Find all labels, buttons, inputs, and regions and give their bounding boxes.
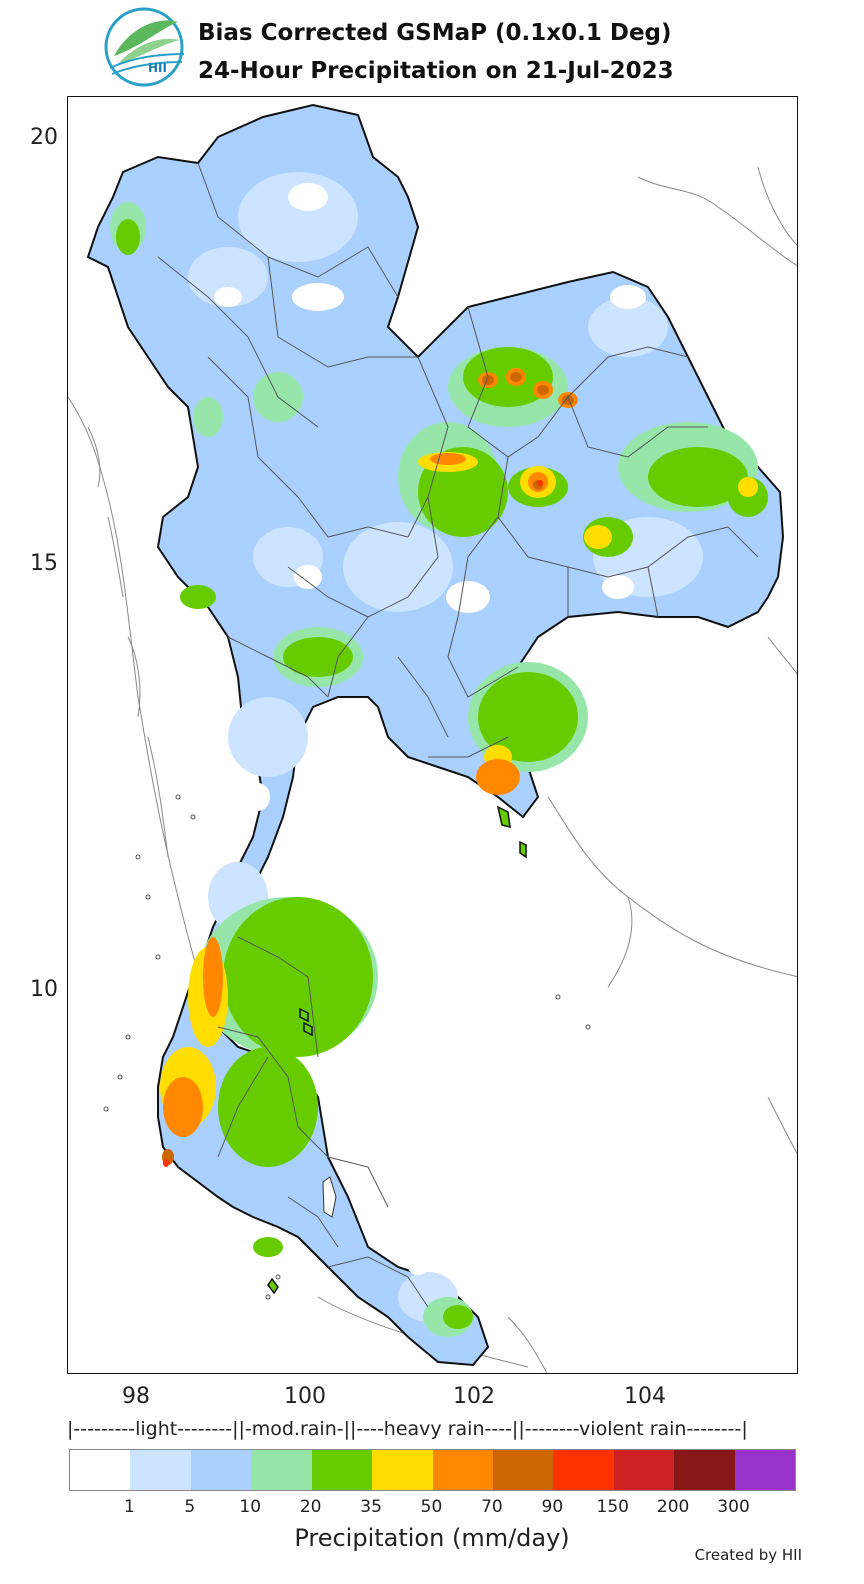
colorbar-tick-label: 90 — [541, 1497, 564, 1517]
colorbar-tick-label: 50 — [420, 1497, 443, 1517]
chart-title: Bias Corrected GSMaP (0.1x0.1 Deg) 24-Ho… — [198, 14, 674, 90]
x-tick-100: 100 — [284, 1384, 326, 1409]
rain-70-90 — [162, 372, 574, 1165]
colorbar — [69, 1449, 796, 1491]
islands — [103, 794, 591, 1300]
colorbar-label: Precipitation (mm/day) — [294, 1524, 570, 1552]
gulf-islands — [267, 805, 527, 1295]
colorbar-tick-label: 20 — [299, 1497, 322, 1517]
legend-category-strip: |---------light--------||-mod.rain-||---… — [67, 1418, 748, 1440]
thailand-landmass — [86, 103, 785, 1367]
colorbar-tick-label: 5 — [184, 1497, 196, 1517]
colorbar-segment-1 — [130, 1450, 191, 1490]
y-tick-20: 20 — [30, 125, 58, 150]
colorbar-segment-11 — [734, 1450, 796, 1490]
rain-50-70 — [163, 368, 578, 1137]
colorbar-tick-label: 150 — [596, 1497, 629, 1517]
y-tick-10: 10 — [30, 977, 58, 1002]
colorbar-segment-9 — [613, 1450, 675, 1490]
colorbar-segment-8 — [553, 1450, 614, 1490]
rain-0-1 — [214, 183, 646, 1275]
x-tick-98: 98 — [122, 1384, 150, 1409]
colorbar-tick-label: 300 — [717, 1497, 750, 1517]
colorbar-segment-2 — [190, 1450, 252, 1490]
precipitation-map — [67, 96, 798, 1374]
colorbar-tick-label: 10 — [239, 1497, 262, 1517]
colorbar-segment-10 — [674, 1450, 735, 1490]
colorbar-segment-5 — [372, 1450, 433, 1490]
hii-logo: HII — [100, 6, 190, 88]
colorbar-segment-0 — [70, 1450, 131, 1490]
colorbar-tick-label: 35 — [360, 1497, 382, 1517]
colorbar-segment-3 — [251, 1450, 312, 1490]
logo-text: HII — [148, 61, 167, 75]
colorbar-tick-label: 1 — [123, 1497, 135, 1517]
title-line-2: 24-Hour Precipitation on 21-Jul-2023 — [198, 58, 674, 84]
songkhla-lake — [322, 1176, 337, 1218]
colorbar-segment-7 — [492, 1450, 554, 1490]
province-borders — [157, 162, 759, 1308]
colorbar-segment-4 — [311, 1450, 373, 1490]
colorbar-tick-label: 200 — [656, 1497, 690, 1517]
credit-text: Created by HII — [694, 1546, 802, 1564]
colorbar-tick-label: 70 — [481, 1497, 503, 1517]
colorbar-segment-6 — [432, 1450, 493, 1490]
title-line-1: Bias Corrected GSMaP (0.1x0.1 Deg) — [198, 20, 672, 46]
x-tick-102: 102 — [453, 1384, 495, 1409]
rain-90-150 — [163, 480, 543, 1167]
x-tick-104: 104 — [624, 1384, 666, 1409]
y-tick-15: 15 — [30, 551, 58, 576]
